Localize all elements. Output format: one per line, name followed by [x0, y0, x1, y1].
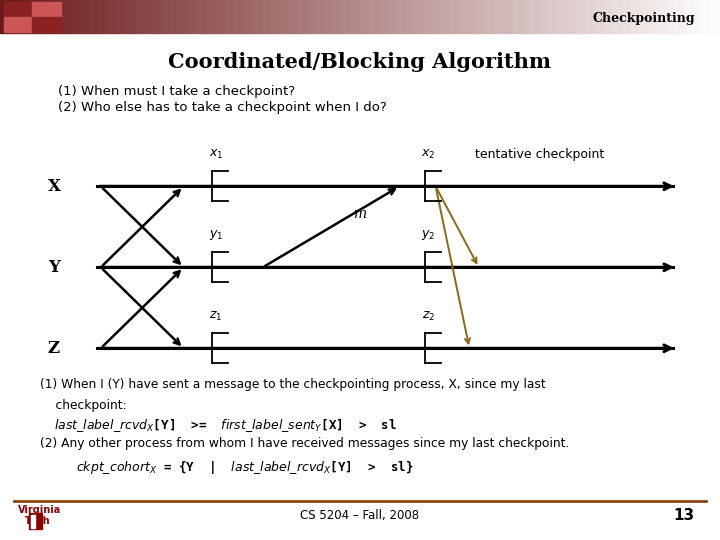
Text: $x_1$: $x_1$	[209, 148, 223, 161]
Text: Tech: Tech	[18, 516, 50, 526]
Text: $\mathit{ckpt\_cohort_X}$ = {Y  |  $\mathit{last\_label\_rcvd_X}$[Y]  >  sl}: $\mathit{ckpt\_cohort_X}$ = {Y | $\mathi…	[76, 459, 413, 476]
Text: $z_1$: $z_1$	[210, 310, 222, 323]
Bar	[29, 513, 42, 529]
Bar	[31, 515, 35, 528]
Text: Y: Y	[48, 259, 60, 276]
Text: X: X	[48, 178, 60, 195]
Text: Z: Z	[48, 340, 60, 357]
Text: Coordinated/Blocking Algorithm: Coordinated/Blocking Algorithm	[168, 52, 552, 72]
Text: checkpoint:: checkpoint:	[40, 399, 126, 411]
Text: Virginia: Virginia	[18, 505, 61, 515]
Text: (2) Who else has to take a checkpoint when I do?: (2) Who else has to take a checkpoint wh…	[58, 102, 387, 114]
Text: tentative checkpoint: tentative checkpoint	[475, 148, 605, 161]
Bar	[4, 2, 32, 17]
Text: m: m	[353, 207, 366, 221]
Text: $x_2$: $x_2$	[421, 148, 436, 161]
Bar	[32, 2, 61, 17]
Text: $z_2$: $z_2$	[422, 310, 435, 323]
Bar	[32, 17, 61, 32]
Bar	[4, 17, 32, 32]
Text: $\mathit{last\_label\_rcvd_X}$[Y]  >=  $\mathit{first\_label\_sent_Y}$[X]  >  sl: $\mathit{last\_label\_rcvd_X}$[Y] >= $\m…	[54, 417, 397, 434]
Text: Checkpointing: Checkpointing	[592, 12, 695, 25]
Text: (1) When must I take a checkpoint?: (1) When must I take a checkpoint?	[58, 85, 294, 98]
Text: $y_1$: $y_1$	[209, 228, 223, 242]
Text: (1) When I (Y) have sent a message to the checkpointing process, X, since my las: (1) When I (Y) have sent a message to th…	[40, 378, 545, 391]
Text: CS 5204 – Fall, 2008: CS 5204 – Fall, 2008	[300, 509, 420, 522]
Text: 13: 13	[674, 508, 695, 523]
Text: (2) Any other process from whom I have received messages since my last checkpoin: (2) Any other process from whom I have r…	[40, 437, 569, 450]
Text: $y_2$: $y_2$	[421, 228, 436, 242]
